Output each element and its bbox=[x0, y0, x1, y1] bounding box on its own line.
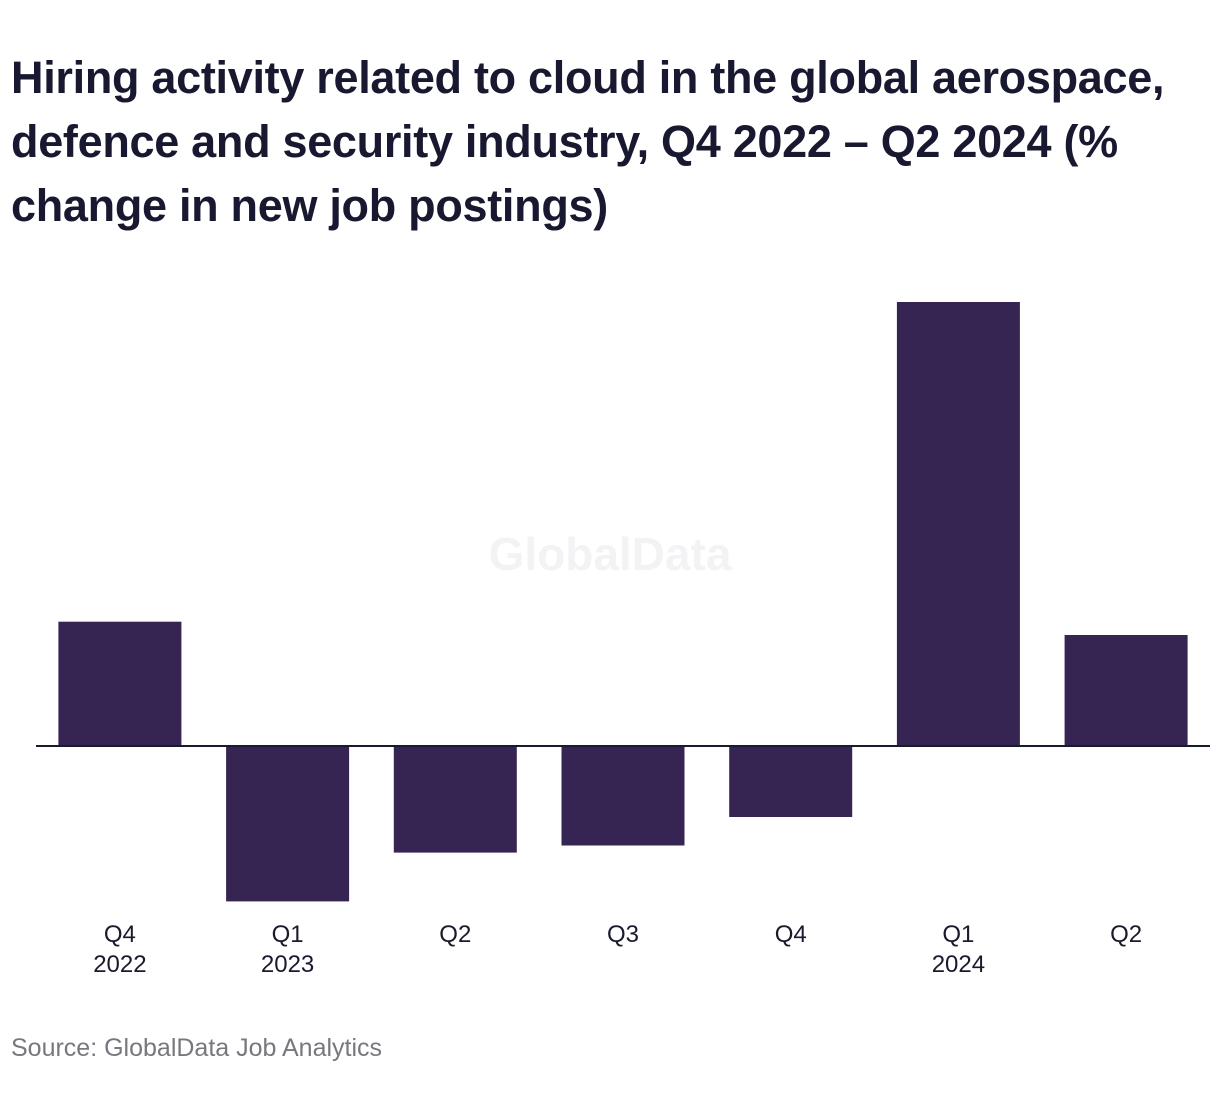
bar-q4-4 bbox=[729, 746, 853, 817]
bar-q2-6 bbox=[1064, 635, 1188, 746]
x-tick-year-label: 2024 bbox=[932, 951, 985, 978]
bars-group bbox=[58, 302, 1188, 902]
x-tick-label: Q2 bbox=[439, 921, 471, 948]
x-tick-label: Q4 bbox=[104, 921, 136, 948]
bar-q1-2024-5 bbox=[896, 302, 1020, 746]
x-axis-labels: Q4 2022 Q1 2023 Q2 Q3 Q4 Q1 2024 Q2 bbox=[93, 921, 1142, 978]
bar-q3-3 bbox=[561, 746, 685, 846]
x-tick-label: Q1 bbox=[272, 921, 304, 948]
bar-q2-2 bbox=[393, 746, 517, 853]
bar-chart: GlobalData Q4 2022 Q1 2023 Q2 Q3 Q4 Q1 2024 Q2 bbox=[36, 302, 1210, 978]
x-tick-label: Q1 bbox=[942, 921, 974, 948]
chart-title: Hiring activity related to cloud in the … bbox=[11, 52, 1165, 231]
x-tick-year-label: 2022 bbox=[93, 951, 146, 978]
x-tick-label: Q4 bbox=[775, 921, 807, 948]
watermark-logo: GlobalData bbox=[489, 528, 732, 580]
bar-q1-2023-1 bbox=[226, 746, 350, 902]
x-tick-year-label: 2023 bbox=[261, 951, 314, 978]
bar-q4-2022-0 bbox=[58, 621, 182, 746]
x-tick-label: Q2 bbox=[1110, 921, 1142, 948]
x-tick-label: Q3 bbox=[607, 921, 639, 948]
source-note: Source: GlobalData Job Analytics bbox=[11, 1034, 383, 1062]
